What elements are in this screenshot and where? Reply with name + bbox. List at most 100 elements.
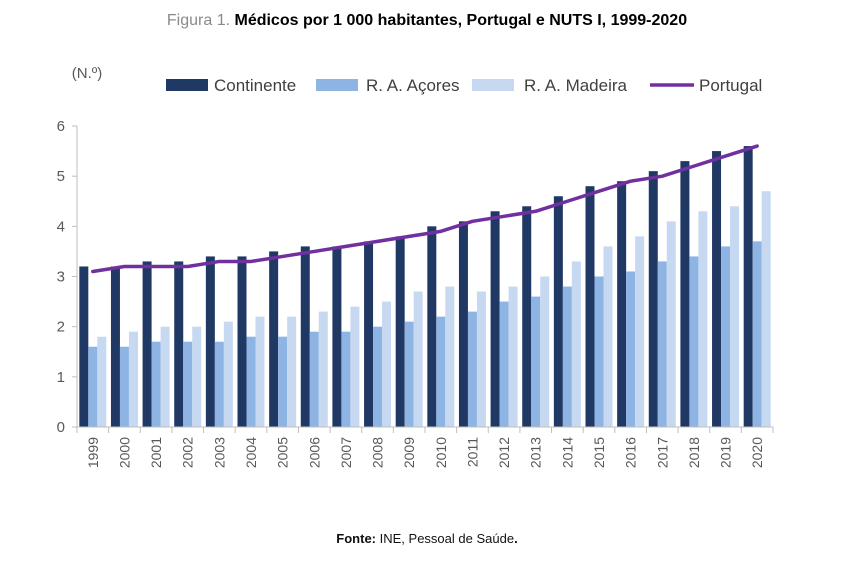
bar-continente-2004 [237,256,247,427]
bar-r-a-madeira-2011 [476,291,486,427]
bar-r-a-madeira-2000 [128,331,138,427]
y-tick-label: 4 [57,218,65,235]
bar-continente-2005 [269,251,279,427]
bar-r-a-a-ores-2011 [467,311,477,427]
bar-continente-2000 [110,266,120,427]
bar-r-a-madeira-2010 [445,286,455,427]
bar-r-a-madeira-2014 [571,261,581,427]
x-axis: 1999 2000 2001 2002 2003 2004 2005 2006 2007 2008… [76,426,774,468]
bar-continente-2018 [680,161,690,427]
bar-continente-2009 [395,236,405,427]
bar-r-a-a-ores-2004 [246,336,256,427]
legend: Continente R. A. Açores R. A. Madeira Portu… [166,76,762,95]
bar-r-a-a-ores-2003 [214,341,224,427]
x-tick-label-2001: 2001 [148,437,164,468]
bar-r-a-a-ores-2010 [436,316,446,427]
x-tick-label-2000: 2000 [116,437,132,468]
bar-r-a-madeira-2019 [730,206,740,427]
y-unit-label: (N.º) [72,65,102,82]
bar-continente-2015 [585,186,595,427]
bar-r-a-madeira-2008 [382,301,392,427]
bar-continente-2008 [364,241,374,427]
x-tick-label-2009: 2009 [401,437,417,468]
x-tick-label-2014: 2014 [559,437,575,468]
bar-r-a-madeira-1999 [97,336,107,427]
bar-continente-2017 [648,171,658,427]
x-tick-label-2016: 2016 [623,437,639,468]
bar-r-a-a-ores-2009 [404,321,414,427]
portugal-line-group [91,144,759,274]
bar-r-a-a-ores-2015 [594,276,604,427]
bar-r-a-madeira-2002 [192,326,202,427]
y-tick-label: 2 [57,319,65,336]
x-tick-label-2019: 2019 [718,437,734,468]
bar-r-a-madeira-2015 [603,246,613,427]
x-tick-label-2013: 2013 [528,437,544,468]
line-portugal [91,144,759,274]
x-tick-label-2015: 2015 [591,437,607,468]
legend-swatch-r-a-madeira [472,79,514,91]
x-tick-label-2002: 2002 [180,437,196,468]
bar-r-a-a-ores-2018 [689,256,699,427]
bar-r-a-madeira-2013 [540,276,550,427]
bar-r-a-a-ores-1999 [88,346,98,427]
x-tick-label-2005: 2005 [275,437,291,468]
legend-swatch-r-a-a-ores [316,79,358,91]
bar-r-a-madeira-2009 [413,291,423,427]
x-tick-label-2010: 2010 [433,437,449,468]
y-tick-label: 6 [57,118,65,135]
bar-r-a-a-ores-2007 [341,331,351,427]
bar-r-a-a-ores-2008 [373,326,383,427]
source-note: Fonte: INE, Pessoal de Saúde. [0,531,854,546]
x-tick-label-2004: 2004 [243,437,259,468]
x-tick-label-2012: 2012 [496,437,512,468]
bar-r-a-a-ores-2019 [721,246,731,427]
figure-title-text: Médicos por 1 000 habitantes, Portugal e… [234,12,688,29]
bar-r-a-madeira-2004 [255,316,265,427]
y-axis: 0 1 2 3 4 5 6 [57,118,78,436]
x-tick-label-1999: 1999 [85,437,101,468]
bar-r-a-madeira-2007 [350,306,360,427]
x-tick-label-2020: 2020 [749,437,765,468]
figure-title: Figura 1. Médicos por 1 000 habitantes, … [0,12,854,30]
x-tick-label-2003: 2003 [211,437,227,468]
legend-label-r-a-madeira: R. A. Madeira [524,76,628,95]
x-tick-label-2011: 2011 [464,437,480,467]
y-tick-label: 5 [57,168,65,185]
bar-r-a-a-ores-2017 [657,261,667,427]
bar-continente-2020 [743,146,753,427]
bar-r-a-madeira-2012 [508,286,518,427]
x-tick-label-2017: 2017 [654,437,670,468]
figure-prefix: Figura 1. [166,12,231,29]
bars [79,146,771,427]
source-end: . [514,531,518,546]
bar-r-a-madeira-2001 [160,326,170,427]
bar-continente-2003 [205,256,215,427]
bar-r-a-madeira-2016 [635,236,645,427]
bar-r-a-madeira-2018 [698,211,708,427]
bar-continente-2012 [490,211,500,427]
legend-swatch-continente [166,79,208,91]
bar-r-a-madeira-2006 [318,311,328,427]
bar-r-a-a-ores-2020 [752,241,762,427]
bar-continente-2013 [522,206,532,427]
bar-r-a-madeira-2005 [287,316,297,427]
bar-continente-2006 [300,246,310,427]
bar-continente-2007 [332,246,342,427]
bar-continente-2011 [458,221,468,427]
bar-continente-2010 [427,226,437,427]
bar-r-a-a-ores-2000 [119,346,129,427]
bar-r-a-madeira-2020 [761,191,771,427]
bar-r-a-a-ores-2016 [626,271,636,427]
bar-r-a-a-ores-2001 [151,341,161,427]
x-tick-label-2007: 2007 [338,437,354,468]
legend-label-portugal: Portugal [699,76,762,95]
source-text: INE, Pessoal de Saúde [379,531,515,546]
x-tick-label-2018: 2018 [686,437,702,468]
y-tick-label: 0 [57,419,65,436]
bar-r-a-a-ores-2002 [183,341,193,427]
legend-label-continente: Continente [214,76,296,95]
y-tick-label: 3 [57,269,65,286]
bar-r-a-a-ores-2005 [278,336,288,427]
